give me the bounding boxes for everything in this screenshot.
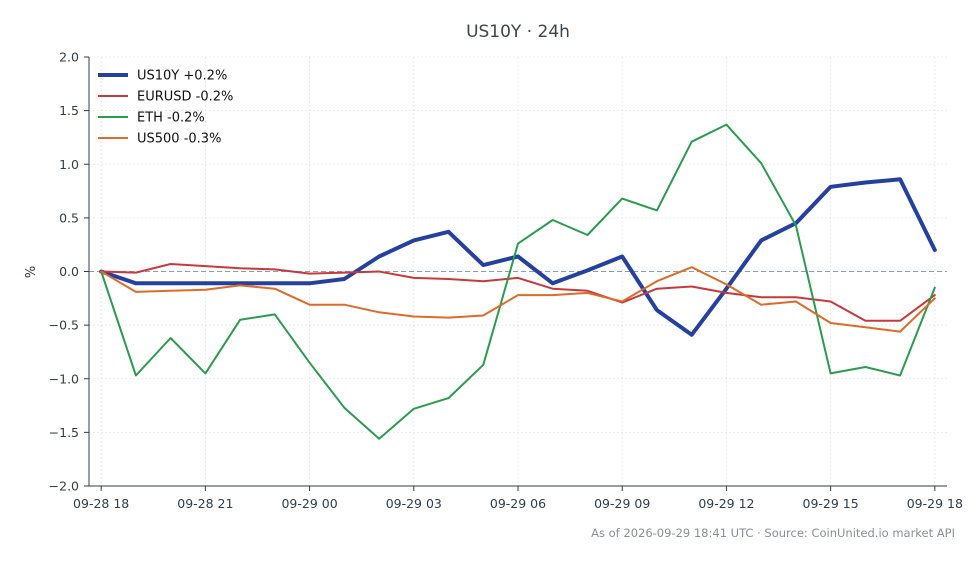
legend-label-0: US10Y +0.2% — [137, 69, 227, 84]
series-layer — [99, 123, 937, 440]
series-line-2 — [100, 123, 936, 440]
y-tick-label: 0.0 — [59, 264, 79, 279]
y-tick-label: −1.5 — [49, 425, 79, 440]
y-axis-label: % — [24, 266, 39, 278]
chart-title: US10Y · 24h — [466, 22, 570, 42]
x-tick-label: 09-28 18 — [73, 496, 129, 511]
y-tick-label: 2.0 — [59, 50, 79, 65]
footer-source-note: As of 2026-09-29 18:41 UTC · Source: Coi… — [591, 526, 955, 540]
y-tick-label: −0.5 — [49, 318, 79, 333]
series-line-3 — [100, 266, 936, 333]
y-tick-label: 0.5 — [59, 210, 79, 225]
legend-label-1: EURUSD -0.2% — [137, 90, 233, 105]
y-tick-label: 1.0 — [59, 157, 79, 172]
legend: US10Y +0.2% EURUSD -0.2% ETH -0.2% US500 -0… — [98, 69, 233, 147]
x-tick-label: 09-29 00 — [281, 496, 337, 511]
x-tick-label: 09-29 03 — [386, 496, 442, 511]
y-tick-label: −2.0 — [49, 479, 79, 494]
x-tick-label: 09-29 15 — [803, 496, 859, 511]
x-tick-label: 09-29 09 — [594, 496, 650, 511]
legend-label-3: US500 -0.3% — [137, 132, 221, 147]
x-tick-label: 09-29 12 — [698, 496, 754, 511]
y-tick-label: 1.5 — [59, 103, 79, 118]
series-line-1 — [100, 263, 936, 322]
y-ticks: 2.0 1.5 1.0 0.5 0.0 −0.5 −1.0 −1.5 −2.0 — [49, 50, 89, 494]
series-line-0 — [99, 177, 937, 337]
x-ticks: 09-28 18 09-28 21 09-29 00 09-29 03 09-29 06… — [73, 486, 963, 511]
x-tick-label: 09-29 18 — [907, 496, 963, 511]
grid — [89, 56, 947, 487]
legend-label-2: ETH -0.2% — [137, 111, 205, 126]
y-tick-label: −1.0 — [49, 371, 79, 386]
x-tick-label: 09-29 06 — [490, 496, 546, 511]
x-tick-label: 09-28 21 — [177, 496, 233, 511]
